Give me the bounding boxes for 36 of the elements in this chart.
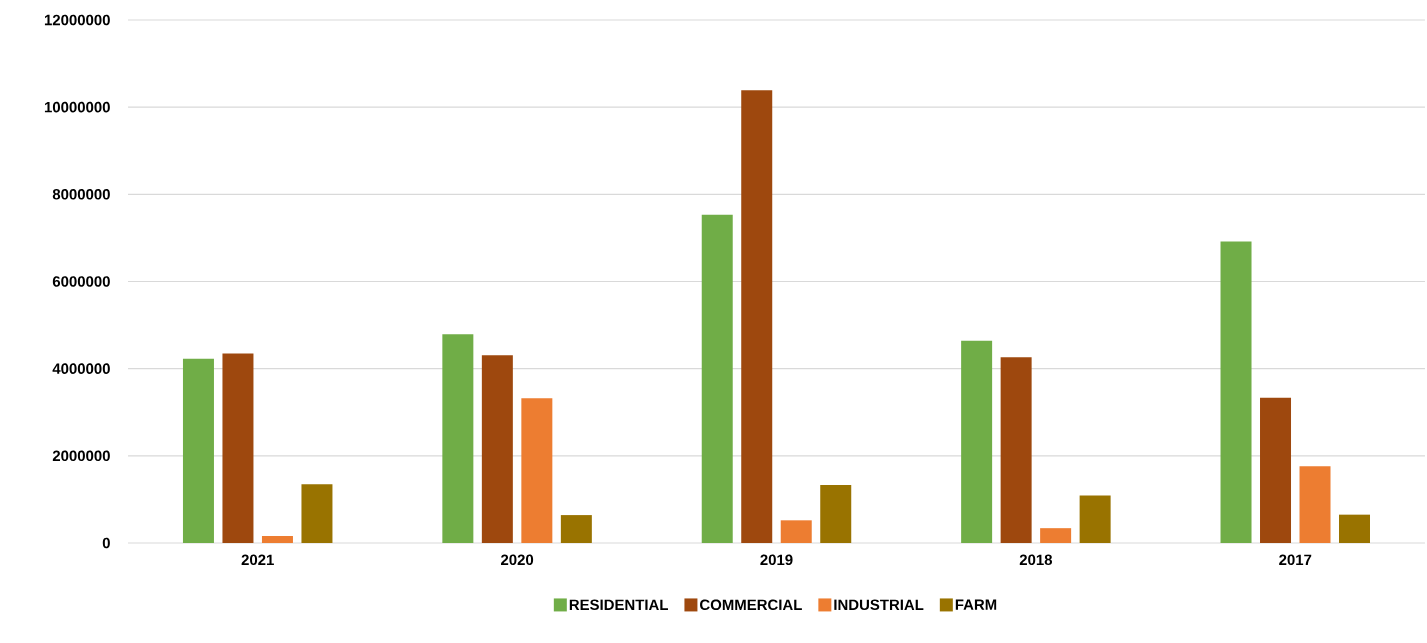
bar bbox=[1220, 241, 1252, 543]
x-tick-label: 2020 bbox=[500, 554, 534, 566]
x-tick-label: 2017 bbox=[1279, 554, 1312, 566]
y-tick-label: 0 bbox=[102, 537, 110, 549]
x-tick-label: 2018 bbox=[1019, 554, 1053, 566]
bar bbox=[1260, 397, 1292, 543]
bar bbox=[1299, 466, 1331, 543]
y-tick-label: 10000000 bbox=[44, 101, 110, 113]
bar bbox=[961, 340, 993, 543]
y-tick-label: 4000000 bbox=[52, 363, 110, 374]
legend-label: FARM bbox=[955, 599, 997, 610]
bar bbox=[1000, 357, 1032, 543]
bar bbox=[1040, 528, 1072, 543]
bar bbox=[820, 485, 852, 543]
bar bbox=[182, 358, 214, 543]
bar bbox=[560, 515, 592, 543]
legend-label: INDUSTRIAL bbox=[834, 599, 924, 611]
legend-label: RESIDENTIAL bbox=[569, 599, 668, 611]
x-tick-label: 2021 bbox=[241, 554, 274, 566]
bar bbox=[481, 355, 513, 543]
y-tick-label: 8000000 bbox=[52, 189, 110, 200]
bar bbox=[442, 334, 474, 543]
bar bbox=[301, 484, 333, 543]
bar bbox=[780, 520, 812, 543]
bar bbox=[1339, 514, 1371, 543]
bar bbox=[222, 353, 254, 543]
bar bbox=[741, 90, 773, 543]
bar bbox=[521, 398, 553, 543]
x-tick-label: 2019 bbox=[760, 554, 793, 566]
y-tick-label: 12000000 bbox=[44, 14, 110, 26]
legend-label: COMMERCIAL bbox=[700, 599, 802, 611]
bar bbox=[261, 536, 293, 543]
y-tick-label: 2000000 bbox=[52, 450, 110, 462]
bar bbox=[701, 214, 733, 543]
bar bbox=[1079, 495, 1111, 543]
y-tick-label: 6000000 bbox=[52, 276, 110, 287]
